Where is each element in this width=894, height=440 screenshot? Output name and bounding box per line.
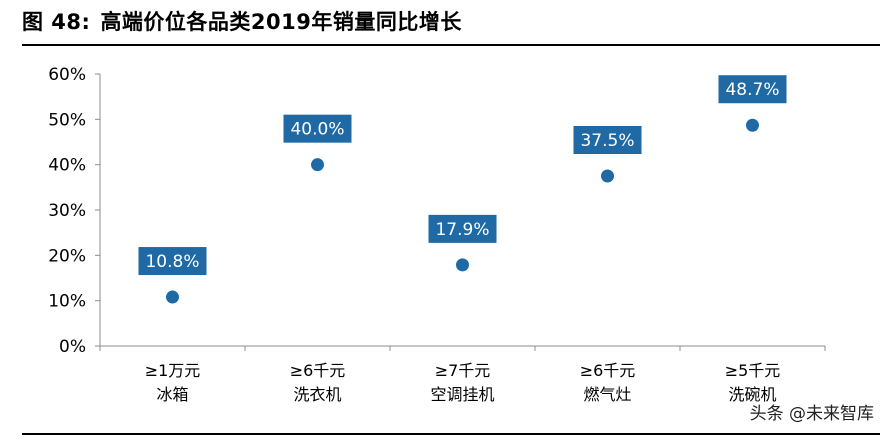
y-tick-label: 10% — [48, 292, 86, 312]
watermark: 头条 @未来智库 — [749, 404, 874, 424]
figure-title-text: 高端价位各品类2019年销量同比增长 — [100, 10, 462, 34]
data-label-box — [428, 214, 497, 243]
x-tick-label: 洗碗机 — [728, 385, 776, 404]
x-tick-label: ≥7千元 — [435, 361, 491, 380]
data-label: 17.9% — [435, 220, 489, 240]
y-tick-label: 60% — [48, 65, 86, 85]
y-tick-label: 20% — [48, 246, 86, 266]
x-tick-label: 空调挂机 — [430, 385, 494, 404]
data-point — [311, 158, 324, 172]
data-label: 48.7% — [725, 80, 779, 100]
x-tick-label: 冰箱 — [156, 385, 188, 404]
top-rule — [22, 44, 880, 46]
data-label: 37.5% — [580, 131, 634, 151]
data-label-box — [573, 126, 642, 154]
x-tick-label: 燃气灶 — [583, 385, 631, 404]
data-point — [746, 118, 759, 132]
data-point — [601, 169, 614, 183]
data-label: 40.0% — [290, 120, 344, 140]
data-point — [456, 258, 469, 272]
data-label: 10.8% — [145, 252, 199, 272]
x-tick-label: ≥6千元 — [290, 361, 346, 380]
x-tick-label: ≥1万元 — [145, 361, 201, 380]
figure-label: 图 48: — [22, 10, 91, 34]
data-label-box — [138, 247, 207, 276]
x-tick-label: 洗衣机 — [293, 385, 341, 404]
figure-title: 图 48: 高端价位各品类2019年销量同比增长 — [22, 6, 462, 36]
y-tick-label: 50% — [48, 110, 86, 130]
data-label-box — [283, 114, 352, 143]
x-tick-label: ≥6千元 — [580, 361, 636, 380]
y-tick-label: 40% — [48, 156, 86, 176]
y-tick-label: 30% — [48, 201, 86, 221]
x-tick-label: ≥5千元 — [725, 361, 781, 380]
bottom-rule — [22, 433, 880, 435]
data-point — [166, 290, 179, 304]
data-label-box — [718, 75, 787, 104]
y-tick-label: 0% — [59, 337, 86, 357]
